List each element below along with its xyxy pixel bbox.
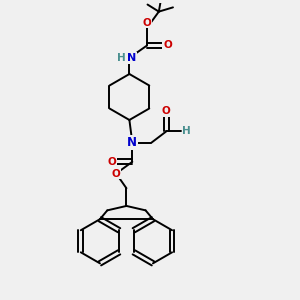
Text: N: N bbox=[127, 136, 137, 149]
Text: O: O bbox=[163, 40, 172, 50]
Text: O: O bbox=[162, 106, 171, 116]
Text: O: O bbox=[112, 169, 121, 178]
Text: O: O bbox=[143, 17, 152, 28]
Text: H: H bbox=[182, 126, 191, 136]
Text: N: N bbox=[127, 53, 136, 63]
Text: O: O bbox=[107, 157, 116, 167]
Text: H: H bbox=[117, 53, 125, 63]
